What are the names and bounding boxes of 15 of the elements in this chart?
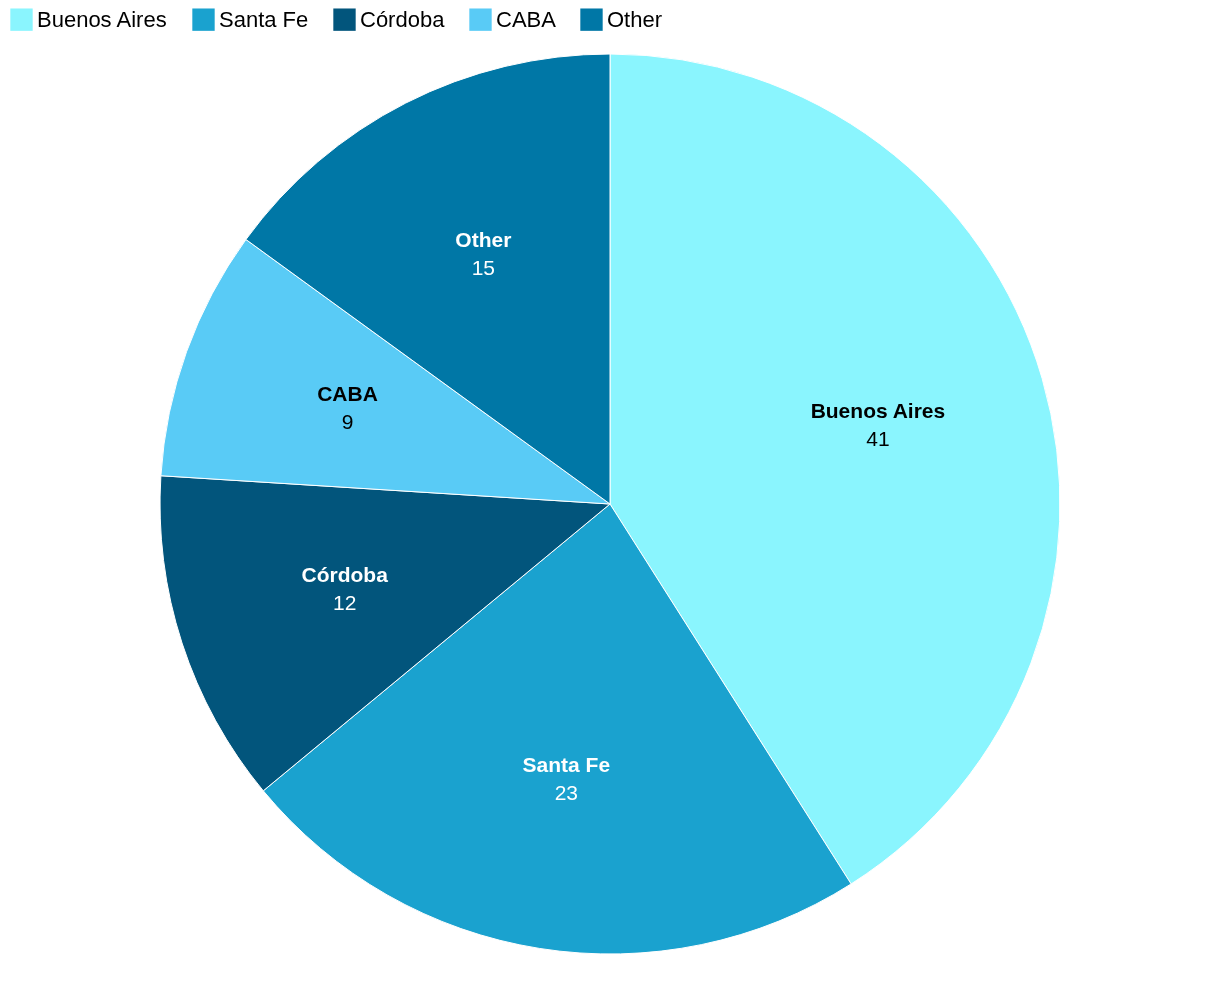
legend-label: Other <box>607 6 663 32</box>
legend-label: CABA <box>496 6 557 32</box>
legend-label: Córdoba <box>360 6 446 32</box>
slice-label: Córdoba <box>301 563 389 587</box>
slice-label: Buenos Aires <box>810 399 946 423</box>
data-label: 15 <box>471 256 496 280</box>
slice-label: Santa Fe <box>522 752 611 776</box>
data-label: 41 <box>866 427 890 451</box>
slice-label: CABA <box>317 382 378 406</box>
data-label: 23 <box>554 780 579 804</box>
slice-label: Other <box>455 228 512 252</box>
legend-label: Santa Fe <box>219 6 309 32</box>
data-label: 9 <box>341 410 354 434</box>
legend-label: Buenos Aires <box>37 6 167 32</box>
data-label: 12 <box>332 591 357 615</box>
